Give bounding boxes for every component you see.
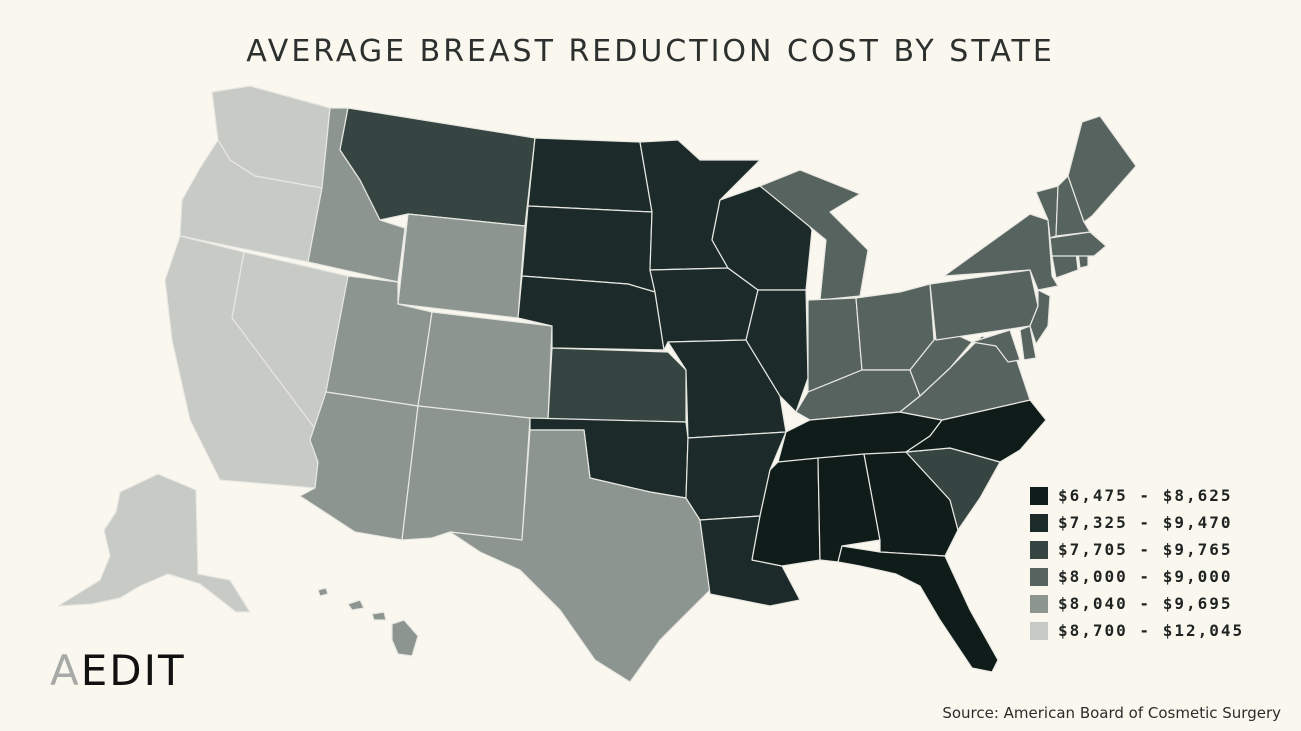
legend-swatch bbox=[1030, 540, 1048, 559]
legend-swatch bbox=[1030, 621, 1048, 640]
state-CO[interactable] bbox=[417, 311, 553, 421]
state-NY[interactable] bbox=[943, 213, 1059, 291]
state-NH[interactable] bbox=[1055, 175, 1091, 237]
state-KS[interactable] bbox=[547, 347, 687, 423]
state-ND[interactable] bbox=[527, 137, 653, 213]
state-AK[interactable] bbox=[57, 473, 251, 613]
legend-swatch bbox=[1030, 594, 1048, 613]
legend-label: $7,705 - $9,765 bbox=[1058, 540, 1233, 559]
aedit-logo: AEDIT bbox=[50, 646, 186, 695]
legend-item: $8,700 - $12,045 bbox=[1030, 617, 1290, 644]
state-NE[interactable] bbox=[517, 275, 665, 351]
map-title: AVERAGE BREAST REDUCTION COST BY STATE bbox=[246, 34, 1055, 69]
legend-label: $8,700 - $12,045 bbox=[1058, 621, 1245, 640]
state-ME[interactable] bbox=[1067, 115, 1137, 223]
legend-swatch bbox=[1030, 567, 1048, 586]
logo-letters-edit: EDIT bbox=[80, 646, 186, 695]
state-HI[interactable] bbox=[317, 587, 419, 657]
legend-item: $7,325 - $9,470 bbox=[1030, 509, 1290, 536]
state-DE[interactable] bbox=[1019, 325, 1037, 361]
state-NM[interactable] bbox=[401, 405, 531, 541]
logo-letter-a: A bbox=[50, 646, 81, 695]
source-note: Source: American Board of Cosmetic Surge… bbox=[942, 704, 1281, 722]
state-MD[interactable] bbox=[971, 329, 1021, 363]
legend-label: $7,325 - $9,470 bbox=[1058, 513, 1233, 532]
state-TX[interactable] bbox=[449, 429, 711, 683]
legend-item: $7,705 - $9,765 bbox=[1030, 536, 1290, 563]
legend-item: $6,475 - $8,625 bbox=[1030, 482, 1290, 509]
state-FL[interactable] bbox=[837, 545, 999, 673]
legend-label: $6,475 - $8,625 bbox=[1058, 486, 1233, 505]
state-MI[interactable] bbox=[759, 169, 869, 301]
legend-swatch bbox=[1030, 486, 1048, 505]
legend-label: $8,040 - $9,695 bbox=[1058, 594, 1233, 613]
legend-label: $8,000 - $9,000 bbox=[1058, 567, 1233, 586]
legend: $6,475 - $8,625 $7,325 - $9,470 $7,705 -… bbox=[1030, 482, 1290, 644]
state-NJ[interactable] bbox=[1029, 289, 1051, 345]
state-VT[interactable] bbox=[1035, 185, 1059, 239]
legend-swatch bbox=[1030, 513, 1048, 532]
legend-item: $8,040 - $9,695 bbox=[1030, 590, 1290, 617]
legend-item: $8,000 - $9,000 bbox=[1030, 563, 1290, 590]
state-WY[interactable] bbox=[397, 213, 526, 319]
state-IA[interactable] bbox=[649, 267, 759, 351]
